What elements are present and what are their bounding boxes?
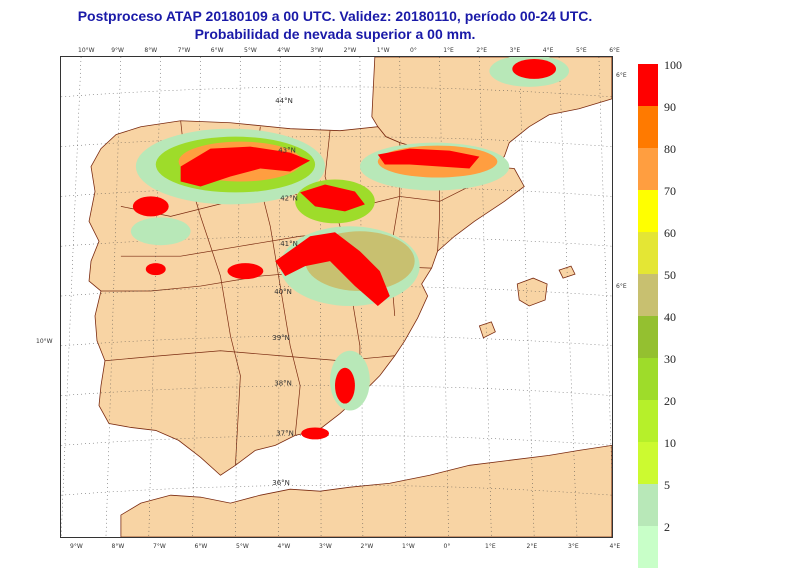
longitude-tick-label: 3°E	[568, 543, 579, 550]
legend-label: 2	[664, 520, 670, 534]
longitude-tick-label: 2°W	[343, 47, 357, 54]
longitude-tick-label: 4°W	[277, 47, 290, 54]
legend-label: 60	[664, 226, 676, 240]
latitude-label: 43°N	[278, 147, 296, 155]
legend-swatch	[638, 274, 658, 316]
longitude-tick-label: 4°E	[542, 47, 554, 54]
legend-label: 5	[664, 478, 670, 492]
legend-label: 50	[664, 268, 676, 282]
legend-label: 40	[664, 310, 676, 324]
longitude-tick-label: 0°	[410, 47, 417, 54]
longitude-tick-label: 1°E	[485, 543, 496, 550]
longitude-tick-label: 3°W	[310, 47, 324, 54]
longitude-tick-label: 3°E	[509, 47, 521, 54]
legend-label: 100	[664, 58, 682, 72]
legend-swatch	[638, 190, 658, 232]
mallorca-island	[516, 277, 548, 307]
legend-swatch	[638, 148, 658, 190]
longitude-tick-label: 3°W	[319, 543, 332, 550]
longitude-tick-label: 5°W	[236, 543, 249, 550]
legend-label: 70	[664, 184, 676, 198]
longitude-tick-label: 6°E	[609, 47, 620, 54]
longitude-tick-label: 2°E	[476, 47, 487, 54]
longitude-tick-label: 1°W	[402, 543, 415, 550]
legend-swatch	[638, 484, 658, 526]
ibiza-island	[478, 321, 496, 339]
latitude-label: 38°N	[274, 380, 292, 388]
longitude-tick-label: 2°E	[526, 543, 538, 550]
longitude-tick-label: 5°E	[576, 47, 587, 54]
legend-label: 10	[664, 436, 676, 450]
longitude-tick-label: 9°W	[111, 47, 124, 54]
legend-swatch	[638, 232, 658, 274]
map-title: Postproceso ATAP 20180109 a 00 UTC. Vali…	[77, 8, 593, 24]
right-latitude-label: 6°E	[616, 283, 627, 290]
longitude-tick-label: 1°W	[376, 47, 390, 54]
longitude-tick-label: 4°E	[609, 543, 621, 550]
longitude-tick-label: 5°W	[244, 47, 257, 54]
longitude-tick-label: 8°W	[111, 543, 125, 550]
longitude-tick-label: 6°W	[194, 543, 208, 550]
longitude-tick-label: 4°W	[277, 543, 291, 550]
latitude-label: 42°N	[280, 194, 298, 202]
snow-probability-patches	[130, 57, 570, 440]
latitude-labels: 44°N 43°N 42°N 41°N 40°N 39°N 38°N 37°N 36°N	[272, 97, 298, 487]
longitude-tick-label: 1°E	[443, 47, 454, 54]
legend-swatch	[638, 400, 658, 442]
longitude-tick-label: 9°W	[70, 543, 83, 550]
north-africa-landmass	[120, 444, 612, 537]
snowfall-probability-map: 44°N 43°N 42°N 41°N 40°N 39°N 38°N 37°N 36°N	[60, 56, 613, 538]
legend-label: 90	[664, 100, 676, 114]
map-subtitle: Probabilidad de nevada superior a 00 mm.	[194, 26, 476, 42]
legend-swatch	[638, 526, 658, 568]
legend-swatch	[638, 64, 658, 106]
longitude-tick-label: 7°W	[153, 543, 166, 550]
legend-swatch	[638, 358, 658, 400]
legend-label: 80	[664, 142, 676, 156]
latitude-label: 37°N	[276, 429, 294, 437]
legend-label: 20	[664, 394, 676, 408]
latitude-label: 44°N	[275, 97, 293, 105]
legend-swatch	[638, 316, 658, 358]
latitude-label: 36°N	[272, 479, 290, 487]
latitude-label: 41°N	[280, 240, 298, 248]
longitude-tick-label: 6°W	[210, 47, 224, 54]
right-latitude-label: 6°E	[616, 72, 627, 79]
longitude-tick-label: 10°W	[78, 47, 95, 54]
latitude-label: 39°N	[272, 334, 290, 342]
longitude-tick-label: 2°W	[360, 543, 374, 550]
legend-swatch	[638, 106, 658, 148]
legend-label: 30	[664, 352, 676, 366]
longitude-tick-label: 0°	[443, 543, 451, 550]
longitude-tick-label: 8°W	[144, 47, 158, 54]
latitude-label: 40°N	[274, 288, 292, 296]
legend-swatch	[638, 442, 658, 484]
left-longitude-label: 10°W	[36, 338, 53, 345]
longitude-tick-label: 7°W	[177, 47, 191, 54]
